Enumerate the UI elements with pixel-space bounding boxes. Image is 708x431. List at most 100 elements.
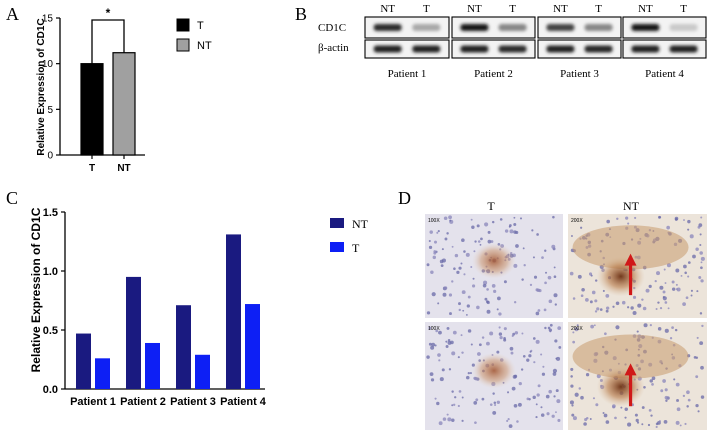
cell-nucleus xyxy=(540,413,545,417)
cell-nucleus xyxy=(553,275,557,279)
cell-nucleus xyxy=(687,261,691,264)
cell-nucleus xyxy=(438,330,442,335)
cell-nucleus xyxy=(696,290,699,293)
cell-nucleus xyxy=(520,368,524,371)
cell-nucleus xyxy=(512,332,516,336)
cell-nucleus xyxy=(627,422,632,427)
patient-label: Patient 4 xyxy=(645,68,684,80)
blot-band xyxy=(584,45,613,53)
cell-nucleus xyxy=(572,340,576,344)
cell-nucleus xyxy=(585,297,589,302)
cell-nucleus xyxy=(620,406,623,409)
cell-nucleus xyxy=(657,215,661,219)
cell-nucleus xyxy=(590,274,593,277)
cell-nucleus xyxy=(695,375,699,379)
cell-nucleus xyxy=(454,396,457,399)
cell-nucleus xyxy=(439,377,444,382)
y-axis-label: Relative Expression of CD1C xyxy=(36,18,47,155)
cell-nucleus xyxy=(675,382,680,387)
cell-nucleus xyxy=(451,245,454,248)
cell-nucleus xyxy=(487,239,492,244)
cell-nucleus xyxy=(472,284,476,288)
cell-nucleus xyxy=(699,341,704,346)
cell-nucleus xyxy=(433,250,437,253)
cell-nucleus xyxy=(627,306,630,309)
cell-nucleus xyxy=(521,278,524,281)
cell-nucleus xyxy=(443,216,448,221)
cell-nucleus xyxy=(614,416,617,420)
cell-nucleus xyxy=(426,355,430,359)
significance-star: * xyxy=(106,6,111,20)
cell-nucleus xyxy=(426,311,431,315)
y-tick-label: 0.5 xyxy=(43,325,58,337)
cell-nucleus xyxy=(580,294,584,298)
cell-nucleus xyxy=(662,379,666,383)
cell-nucleus xyxy=(470,343,473,346)
cell-nucleus xyxy=(624,416,627,419)
cell-nucleus xyxy=(448,293,453,297)
cell-nucleus xyxy=(666,263,671,268)
cell-nucleus xyxy=(592,397,596,400)
cell-nucleus xyxy=(436,231,439,234)
panel-b: B CD1C β-actin NT T NT T NT T NT T Patient 1 Pat… xyxy=(295,3,707,80)
cell-nucleus xyxy=(675,420,680,425)
cell-nucleus xyxy=(548,299,553,304)
magnification-label: 200X xyxy=(571,326,583,332)
patient-label: Patient 1 xyxy=(388,68,427,80)
cell-nucleus xyxy=(636,421,640,424)
patient-label: Patient 2 xyxy=(474,68,513,80)
cell-nucleus xyxy=(683,219,685,221)
lane-label: T xyxy=(423,3,430,15)
cell-nucleus xyxy=(541,256,544,259)
blot-band xyxy=(546,24,575,31)
cell-nucleus xyxy=(476,305,480,310)
cell-nucleus xyxy=(574,327,579,332)
cell-nucleus xyxy=(493,289,497,293)
panel-label-a: A xyxy=(6,4,19,24)
cell-nucleus xyxy=(590,324,594,329)
cell-nucleus xyxy=(518,382,522,386)
cell-nucleus xyxy=(641,298,644,301)
cell-nucleus xyxy=(663,268,666,271)
cell-nucleus xyxy=(603,413,608,418)
panel-a: A Relative Expression of CD1C 0 5 10 15 T NT… xyxy=(6,4,212,174)
cell-nucleus xyxy=(682,302,686,306)
panel-label-c: C xyxy=(6,188,18,208)
cell-nucleus xyxy=(429,230,433,234)
bar xyxy=(195,354,210,389)
cell-nucleus xyxy=(655,425,658,429)
cell-nucleus xyxy=(478,343,482,347)
cell-nucleus xyxy=(584,418,588,422)
cell-nucleus xyxy=(615,325,620,330)
cell-nucleus xyxy=(452,330,457,335)
cell-nucleus xyxy=(489,331,494,336)
bar xyxy=(126,276,141,389)
cell-nucleus xyxy=(557,418,561,422)
bar xyxy=(245,304,260,389)
cell-nucleus xyxy=(651,383,654,386)
cell-nucleus xyxy=(676,287,681,292)
cell-nucleus xyxy=(446,413,449,416)
cell-nucleus xyxy=(515,244,519,248)
cell-nucleus xyxy=(663,420,668,424)
cell-nucleus xyxy=(440,264,444,268)
cell-nucleus xyxy=(448,215,452,220)
cell-nucleus xyxy=(444,286,448,290)
cell-nucleus xyxy=(535,311,540,316)
cell-nucleus xyxy=(499,218,503,221)
cell-nucleus xyxy=(551,414,555,418)
cell-nucleus xyxy=(660,389,664,393)
cell-nucleus xyxy=(476,224,480,228)
cell-nucleus xyxy=(456,270,460,275)
cell-nucleus xyxy=(686,405,689,408)
cell-nucleus xyxy=(492,392,495,395)
cell-nucleus xyxy=(503,280,507,284)
cell-nucleus xyxy=(621,300,626,305)
cell-nucleus xyxy=(593,324,596,327)
cell-nucleus xyxy=(585,373,590,377)
cell-nucleus xyxy=(577,274,582,279)
cell-nucleus xyxy=(493,401,497,405)
cell-nucleus xyxy=(657,301,660,304)
cell-nucleus xyxy=(514,331,519,335)
